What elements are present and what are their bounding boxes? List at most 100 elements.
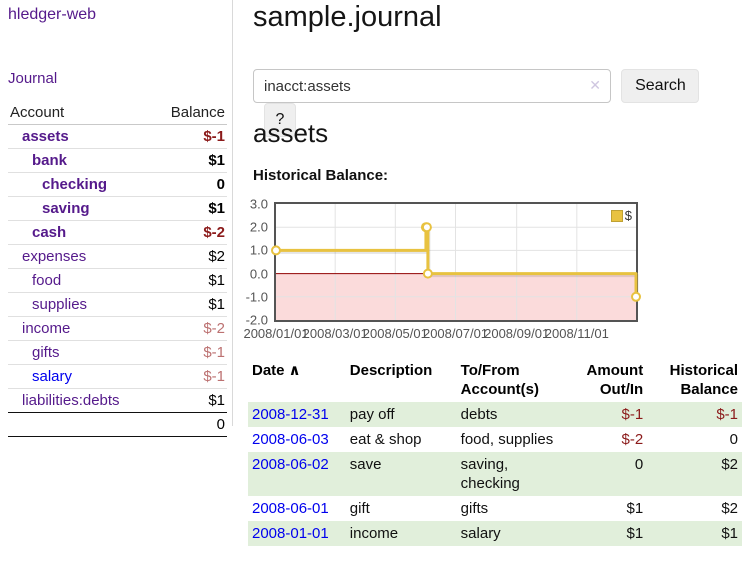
account-link[interactable]: saving <box>42 200 90 217</box>
account-balance: $1 <box>152 268 227 293</box>
x-tick-label: 2008/09/01 <box>484 326 550 341</box>
account-link[interactable]: expenses <box>22 248 87 265</box>
account-row: food $1 <box>8 268 227 293</box>
account-link[interactable]: income <box>22 320 71 337</box>
accounts-table: Account Balance assets $-1 bank $1 checking 0… <box>8 101 227 437</box>
chart-plot-area: $ <box>271 202 641 322</box>
chart-legend: $ <box>609 208 633 223</box>
search-input[interactable] <box>253 69 611 103</box>
y-tick-label: 3.0 <box>249 196 268 212</box>
account-row: assets $-1 <box>8 125 227 149</box>
account-section-title: assets <box>253 118 329 148</box>
transaction-row: 2008-12-31 pay off debts $-1 $-1 <box>248 402 742 427</box>
transaction-date-cell: 2008-01-01 <box>248 521 346 546</box>
account-row: income $-2 <box>8 316 227 341</box>
transaction-date-cell: 2008-12-31 <box>248 402 346 427</box>
chart-canvas <box>271 204 641 320</box>
nav-journal-link[interactable]: Journal <box>8 70 58 87</box>
account-link[interactable]: bank <box>32 152 68 169</box>
transaction-amount: 0 <box>634 456 644 473</box>
x-tick-label: 2008/11/01 <box>544 326 609 341</box>
transaction-date-cell: 2008-06-03 <box>248 427 346 452</box>
account-row: cash $-2 <box>8 220 227 245</box>
transaction-date-link[interactable]: 2008-06-01 <box>252 500 329 517</box>
transaction-date-link[interactable]: 2008-06-02 <box>252 456 329 473</box>
accounts-total-balance: 0 <box>152 412 227 437</box>
account-balance: $-1 <box>203 128 225 145</box>
account-row: salary $-1 <box>8 364 227 389</box>
transaction-amount: $1 <box>626 500 644 517</box>
account-balance: $1 <box>152 292 227 317</box>
transaction-description: income <box>349 525 399 542</box>
account-name-cell: checking <box>8 172 153 197</box>
account-name-cell: gifts <box>8 340 153 365</box>
main-content: sample.journal ✕ Search ? assets Histori… <box>243 0 742 582</box>
account-link[interactable]: salary <box>32 368 73 385</box>
account-link[interactable]: supplies <box>32 296 88 313</box>
chart-title: Historical Balance: <box>253 167 389 184</box>
search-form: ✕ Search ? <box>253 69 742 137</box>
accounts-total-spacer <box>8 412 153 437</box>
account-link[interactable]: gifts <box>32 344 60 361</box>
transaction-row: 2008-06-03 eat & shop food, supplies $-2 0 <box>248 427 742 452</box>
account-name-cell: cash <box>8 220 153 245</box>
transaction-row: 2008-06-02 save saving, checking 0 $2 <box>248 452 742 496</box>
transaction-accounts: gifts <box>460 500 489 517</box>
account-name-cell: expenses <box>8 244 153 269</box>
transaction-accounts: salary <box>460 525 501 542</box>
account-link[interactable]: checking <box>42 176 108 193</box>
transaction-amount: $1 <box>626 525 644 542</box>
x-tick-label: 2008/07/01 <box>422 326 489 341</box>
transaction-date-link[interactable]: 2008-01-01 <box>252 525 329 542</box>
account-row: supplies $1 <box>8 292 227 317</box>
transaction-row: 2008-01-01 income salary $1 $1 <box>248 521 742 546</box>
accounts-total-row: 0 <box>8 412 227 437</box>
transaction-row: 2008-06-01 gift gifts $1 $2 <box>248 496 742 521</box>
account-name-cell: income <box>8 316 153 341</box>
sort-asc-icon: ∧ <box>288 362 301 379</box>
transaction-description: gift <box>349 500 370 517</box>
transaction-amount: $-2 <box>621 431 644 448</box>
data-point-marker <box>271 245 281 256</box>
account-balance: 0 <box>152 172 227 197</box>
transaction-balance: $2 <box>721 500 738 517</box>
account-row: bank $1 <box>8 148 227 173</box>
transaction-date-link[interactable]: 2008-12-31 <box>252 406 329 423</box>
data-point-marker <box>422 268 433 279</box>
account-name-cell: salary <box>8 364 153 389</box>
account-link[interactable]: cash <box>32 224 67 241</box>
sidebar: hledger-web Journal Account Balance asse… <box>0 0 233 437</box>
register-header-date[interactable]: Date ∧ <box>248 358 346 402</box>
register-header-balance: Historical Balance <box>669 362 738 398</box>
help-button[interactable]: ? <box>264 103 296 137</box>
account-link[interactable]: assets <box>22 128 69 145</box>
account-balance: $-2 <box>152 220 227 245</box>
account-balance: $1 <box>152 196 227 221</box>
account-name-cell: liabilities:debts <box>8 388 153 413</box>
y-tick-label: 0.0 <box>249 266 268 282</box>
y-tick-label: 1.0 <box>249 242 268 258</box>
transaction-date-link[interactable]: 2008-06-03 <box>252 431 329 448</box>
account-link[interactable]: food <box>32 272 62 289</box>
account-name-cell: saving <box>8 196 153 221</box>
y-tick-label: 2.0 <box>249 219 268 235</box>
transaction-balance: 0 <box>729 431 738 448</box>
historical-balance-chart: 3.0 2.0 1.0 0.0 -1.0 -2.0 $ 2008/01/01 2008/03… <box>243 194 742 350</box>
account-balance: $-2 <box>152 316 227 341</box>
transaction-amount: $-1 <box>621 406 644 423</box>
chart-y-axis: 3.0 2.0 1.0 0.0 -1.0 -2.0 <box>246 194 272 334</box>
account-balance: $-1 <box>152 364 227 389</box>
x-tick-label: 2008/03/01 <box>302 326 368 341</box>
legend-swatch-icon <box>610 209 623 222</box>
transaction-accounts: saving, checking <box>460 456 520 492</box>
account-name-cell: bank <box>8 148 153 173</box>
account-balance: $1 <box>152 388 227 413</box>
account-balance: $2 <box>152 244 227 269</box>
clear-search-icon[interactable]: ✕ <box>589 77 601 93</box>
transaction-balance: $2 <box>721 456 738 473</box>
page-title: sample.journal <box>253 1 442 33</box>
register-header-description: Description <box>349 362 433 379</box>
search-button[interactable]: Search <box>621 69 700 103</box>
brand-link[interactable]: hledger-web <box>8 6 97 23</box>
account-link[interactable]: liabilities:debts <box>22 392 120 409</box>
